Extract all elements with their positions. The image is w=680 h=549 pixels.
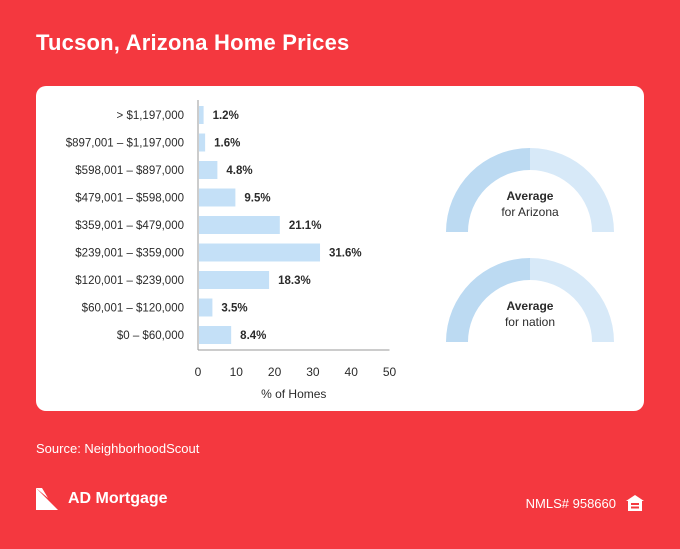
chart-card: > $1,197,000 1.2% $897,001 – $1,197,000 1.6… — [36, 86, 644, 411]
nmls-number: NMLS# 958660 — [525, 495, 616, 511]
value-label: 9.5% — [244, 193, 270, 205]
x-tick-label: 40 — [345, 365, 359, 379]
bar — [199, 326, 232, 344]
category-label: $479,001 – $598,000 — [75, 193, 184, 205]
value-label: 3.5% — [221, 303, 247, 315]
category-label: $60,001 – $120,000 — [82, 303, 184, 315]
bar — [199, 298, 213, 317]
value-label: 21.1% — [289, 220, 322, 232]
category-label: $0 – $60,000 — [117, 330, 184, 342]
bar — [199, 243, 321, 262]
category-label: $120,001 – $239,000 — [75, 275, 184, 287]
bar-chart: > $1,197,000 1.2% $897,001 – $1,197,000 1.6… — [66, 100, 614, 401]
gauge-subtitle: for nation — [505, 315, 555, 329]
gauge-left-segment — [446, 148, 530, 232]
nmls-block: NMLS# 958660 — [526, 495, 644, 511]
bar — [199, 161, 218, 179]
x-axis-label: % of Homes — [261, 387, 326, 401]
gauge-title: Average — [507, 189, 554, 203]
page-title: Tucson, Arizona Home Prices — [36, 30, 350, 55]
value-label: 1.2% — [213, 110, 239, 122]
category-label: $897,001 – $1,197,000 — [66, 138, 184, 150]
value-label: 4.8% — [226, 165, 252, 177]
bar — [199, 216, 280, 234]
source-note: Source: NeighborhoodScout — [36, 441, 200, 456]
category-label: $359,001 – $479,000 — [75, 220, 184, 232]
bar — [199, 133, 206, 152]
value-label: 8.4% — [240, 330, 266, 342]
value-label: 18.3% — [278, 275, 311, 287]
brand-name: AD Mortgage — [68, 490, 168, 507]
x-tick-label: 50 — [383, 365, 397, 379]
category-label: $239,001 – $359,000 — [75, 248, 184, 260]
brand: AD Mortgage — [36, 488, 168, 510]
gauge-left-segment — [446, 258, 530, 342]
bar — [199, 271, 270, 289]
bar — [199, 188, 236, 207]
gauge-right-segment — [530, 148, 614, 232]
bar — [199, 106, 204, 124]
gauge-right-segment — [530, 258, 614, 342]
x-tick-label: 10 — [230, 365, 244, 379]
category-label: > $1,197,000 — [117, 110, 184, 122]
x-tick-label: 0 — [195, 365, 202, 379]
gauge-subtitle: for Arizona — [501, 205, 559, 219]
value-label: 31.6% — [329, 248, 362, 260]
equal-housing-icon — [626, 495, 644, 511]
x-tick-label: 30 — [306, 365, 320, 379]
x-tick-label: 20 — [268, 365, 282, 379]
value-label: 1.6% — [214, 138, 240, 150]
category-label: $598,001 – $897,000 — [75, 165, 184, 177]
ad-mortgage-logo-icon — [36, 488, 58, 510]
gauge-title: Average — [507, 299, 554, 313]
